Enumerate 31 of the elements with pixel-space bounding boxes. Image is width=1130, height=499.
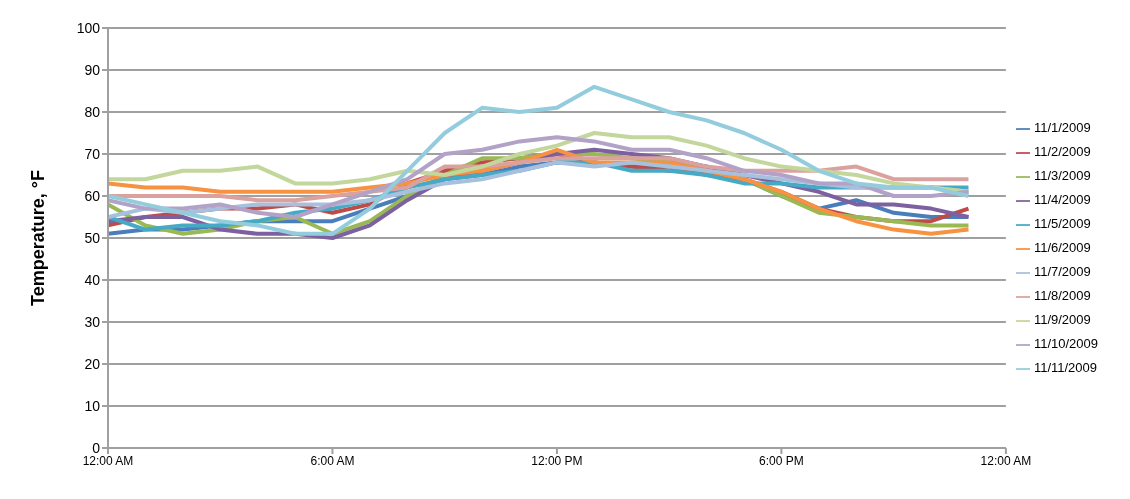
- y-tick-label: 20: [84, 355, 101, 372]
- x-tick-label: 12:00 AM: [980, 453, 1032, 468]
- y-tick-label: 90: [84, 61, 101, 78]
- legend-label: 11/6/2009: [1033, 240, 1091, 255]
- legend-label: 11/3/2009: [1033, 168, 1091, 183]
- y-axis-title: Temperature, °F: [28, 170, 49, 306]
- line-series: [108, 84, 971, 236]
- legend-label: 11/4/2009: [1033, 192, 1091, 207]
- legend-label: 11/9/2009: [1033, 312, 1091, 327]
- legend-label: 11/10/2009: [1033, 336, 1098, 351]
- x-tick-label: 6:00 PM: [759, 453, 804, 468]
- y-tick-label: 50: [84, 229, 101, 246]
- y-tick-label: 100: [76, 19, 101, 36]
- legend-label: 11/5/2009: [1033, 216, 1091, 231]
- x-tick-label: 6:00 AM: [310, 453, 355, 468]
- x-tick-label: 12:00 PM: [531, 453, 583, 468]
- y-tick-label: 80: [84, 103, 101, 120]
- y-tick-label: 60: [84, 187, 101, 204]
- line-series: [108, 135, 971, 219]
- y-tick-label: 10: [84, 397, 101, 414]
- y-tick-label: 0: [92, 439, 101, 456]
- legend-label: 11/8/2009: [1033, 288, 1091, 303]
- y-tick-label: 30: [84, 313, 101, 330]
- y-tick-label: 70: [84, 145, 101, 162]
- line-series: [108, 131, 971, 194]
- legend-label: 11/2/2009: [1033, 144, 1091, 159]
- legend-label: 11/11/2009: [1033, 360, 1098, 375]
- y-tick-label: 40: [84, 271, 101, 288]
- legend-label: 11/1/2009: [1033, 120, 1091, 135]
- legend-label: 11/7/2009: [1033, 264, 1091, 279]
- x-tick-label: 12:00 AM: [82, 453, 134, 468]
